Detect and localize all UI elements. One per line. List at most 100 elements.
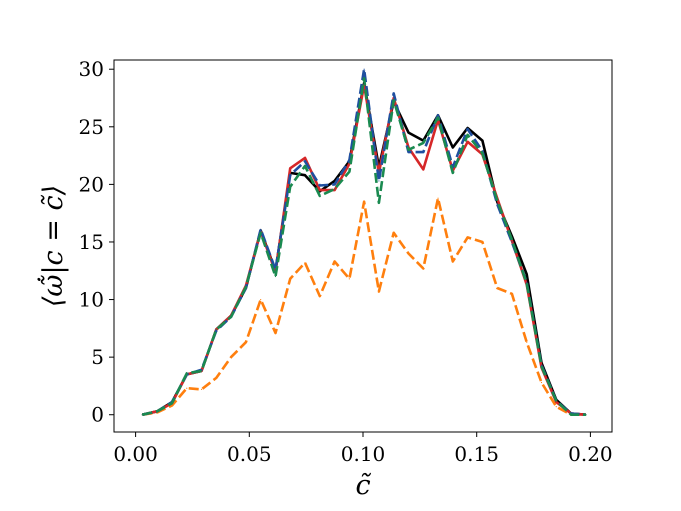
series-3 bbox=[141, 67, 587, 416]
data-point bbox=[407, 151, 410, 153]
y-tick-label: 0 bbox=[91, 403, 104, 427]
series-4 bbox=[141, 77, 587, 417]
data-point bbox=[289, 278, 291, 280]
tick-layer: 0.00 0.05 0.10 0.15 0.20 0 5 10 15 20 25 30 bbox=[79, 57, 613, 466]
data-point bbox=[200, 370, 203, 372]
data-point bbox=[526, 281, 528, 283]
data-point bbox=[570, 414, 572, 416]
data-point bbox=[540, 364, 543, 366]
data-point bbox=[481, 152, 483, 154]
data-point bbox=[289, 174, 291, 176]
data-point bbox=[496, 287, 498, 289]
data-point bbox=[215, 377, 217, 379]
data-point bbox=[437, 114, 439, 116]
data-point bbox=[304, 165, 306, 167]
data-point bbox=[304, 262, 306, 264]
series-layer bbox=[141, 67, 587, 417]
series-1 bbox=[141, 196, 587, 417]
data-point bbox=[333, 180, 336, 182]
data-point bbox=[274, 332, 277, 334]
data-point bbox=[289, 186, 291, 188]
data-point bbox=[304, 160, 306, 162]
series-line bbox=[142, 84, 586, 416]
data-point bbox=[363, 77, 365, 80]
data-point bbox=[422, 267, 424, 270]
data-point bbox=[437, 116, 439, 119]
y-tick-label: 25 bbox=[79, 115, 104, 139]
data-point bbox=[156, 410, 158, 412]
data-point bbox=[422, 151, 424, 153]
plot-frame bbox=[113, 59, 613, 433]
data-point bbox=[215, 330, 217, 332]
series-0 bbox=[141, 81, 587, 416]
data-point bbox=[274, 275, 277, 278]
data-point bbox=[319, 184, 321, 187]
data-point bbox=[526, 341, 528, 343]
data-point bbox=[230, 356, 232, 358]
data-point bbox=[304, 174, 306, 176]
data-point bbox=[363, 68, 365, 70]
data-point bbox=[260, 228, 262, 230]
data-point bbox=[511, 239, 513, 241]
data-point bbox=[526, 273, 528, 275]
data-point bbox=[555, 406, 557, 408]
data-point bbox=[407, 252, 410, 255]
data-point bbox=[171, 402, 173, 404]
data-point bbox=[393, 99, 395, 101]
data-point bbox=[378, 180, 380, 182]
data-point bbox=[333, 188, 336, 190]
data-point bbox=[378, 202, 380, 204]
data-point bbox=[319, 189, 321, 191]
data-point bbox=[407, 149, 410, 151]
data-point bbox=[467, 134, 469, 136]
series-line bbox=[142, 77, 586, 417]
y-tick-label: 30 bbox=[79, 57, 104, 81]
data-point bbox=[393, 92, 395, 94]
data-point bbox=[215, 328, 217, 331]
x-tick-label: 0.15 bbox=[454, 442, 499, 466]
data-point bbox=[511, 241, 513, 243]
data-point bbox=[141, 414, 144, 416]
data-point bbox=[260, 298, 262, 301]
data-point bbox=[348, 171, 350, 173]
data-point bbox=[186, 387, 188, 389]
data-point bbox=[496, 203, 498, 205]
data-point bbox=[230, 316, 232, 318]
data-point bbox=[540, 365, 543, 367]
data-point bbox=[200, 388, 203, 390]
data-point bbox=[585, 414, 587, 416]
data-point bbox=[452, 260, 454, 263]
series-line bbox=[142, 196, 586, 417]
data-point bbox=[363, 201, 365, 203]
data-point bbox=[304, 157, 306, 159]
x-axis-label: c̃ bbox=[355, 470, 371, 501]
data-point bbox=[200, 369, 203, 371]
data-point bbox=[540, 381, 543, 384]
data-point bbox=[348, 278, 350, 280]
data-point bbox=[481, 140, 483, 142]
data-point bbox=[422, 168, 424, 171]
series-line bbox=[142, 81, 586, 416]
data-point bbox=[555, 401, 557, 403]
data-point bbox=[171, 404, 173, 407]
data-point bbox=[452, 146, 454, 149]
data-point bbox=[333, 183, 336, 185]
data-point bbox=[511, 240, 513, 242]
y-tick-label: 20 bbox=[79, 172, 104, 196]
data-point bbox=[407, 131, 410, 134]
data-point bbox=[467, 236, 469, 238]
data-point bbox=[319, 195, 321, 197]
data-point bbox=[186, 372, 188, 374]
data-point bbox=[289, 167, 291, 169]
data-point bbox=[437, 197, 439, 199]
x-tick-label: 0.10 bbox=[341, 442, 386, 466]
data-point bbox=[467, 141, 469, 143]
y-tick-label: 15 bbox=[79, 230, 104, 254]
data-point bbox=[467, 128, 469, 130]
y-axis-label: ⟨ω̃̇|c = c̃⟩ bbox=[36, 185, 69, 307]
data-point bbox=[333, 189, 336, 191]
data-point bbox=[555, 400, 557, 402]
data-point bbox=[348, 159, 350, 161]
data-point bbox=[378, 290, 380, 293]
